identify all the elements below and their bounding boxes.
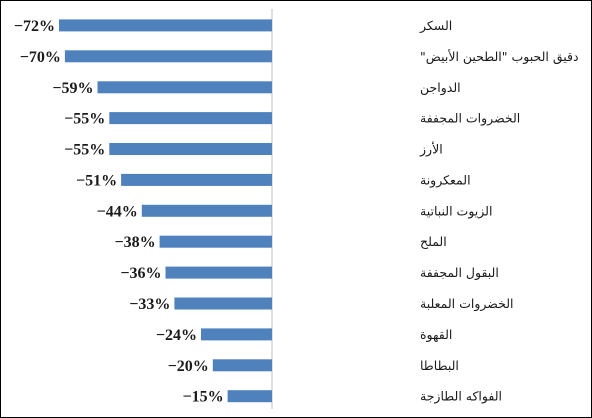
category-label-7: الزيوت النباتية bbox=[420, 203, 492, 219]
bar-5 bbox=[109, 143, 272, 155]
value-label-8: −38% bbox=[114, 234, 155, 251]
value-label-12: −20% bbox=[168, 358, 209, 375]
value-label-10: −33% bbox=[129, 296, 170, 313]
bar-13 bbox=[227, 390, 272, 403]
bar-7 bbox=[141, 204, 272, 217]
category-label-2: دقيق الحبوب "الطحين الأبيض" bbox=[420, 49, 579, 65]
category-label-10: الخضروات المعلبة bbox=[420, 296, 514, 312]
category-label-1: السكر bbox=[419, 18, 452, 34]
bar-3 bbox=[97, 81, 272, 94]
category-labels-group: السكر دقيق الحبوب "الطحين الأبيض" الدواجن ا… bbox=[419, 18, 579, 405]
bar-12 bbox=[212, 359, 272, 372]
value-labels-group: −72% −70% −59% −55% −55% −51% −44% −38% −36% −33%… bbox=[14, 18, 224, 406]
bar-10 bbox=[174, 297, 272, 310]
category-label-12: البطاطا bbox=[420, 358, 459, 373]
category-label-9: البقول المجففة bbox=[420, 265, 499, 281]
value-label-11: −24% bbox=[156, 327, 197, 344]
value-label-13: −15% bbox=[182, 389, 223, 406]
bars-group bbox=[59, 19, 273, 403]
category-label-4: الخضروات المجففة bbox=[420, 111, 520, 127]
value-label-3: −59% bbox=[52, 80, 93, 97]
value-label-2: −70% bbox=[20, 49, 61, 66]
bar-6 bbox=[121, 173, 272, 186]
bar-8 bbox=[159, 235, 272, 248]
bar-2 bbox=[64, 50, 273, 63]
bar-9 bbox=[165, 266, 272, 279]
value-label-4: −55% bbox=[64, 111, 105, 128]
bar-11 bbox=[201, 328, 272, 341]
category-label-11: القهوة bbox=[420, 327, 452, 343]
value-label-6: −51% bbox=[76, 172, 117, 189]
bar-1 bbox=[59, 19, 272, 32]
value-label-5: −55% bbox=[64, 142, 105, 159]
category-label-3: الدواجن bbox=[420, 80, 461, 96]
category-label-5: الأرز bbox=[419, 142, 443, 158]
category-label-8: الملح bbox=[420, 234, 447, 249]
bar-4 bbox=[109, 112, 272, 125]
category-label-6: المعكرونة bbox=[420, 172, 471, 188]
value-label-9: −36% bbox=[120, 265, 161, 282]
value-label-1: −72% bbox=[14, 18, 55, 35]
value-label-7: −44% bbox=[97, 203, 138, 220]
category-label-13: الفواكه الطازجة bbox=[420, 389, 502, 405]
